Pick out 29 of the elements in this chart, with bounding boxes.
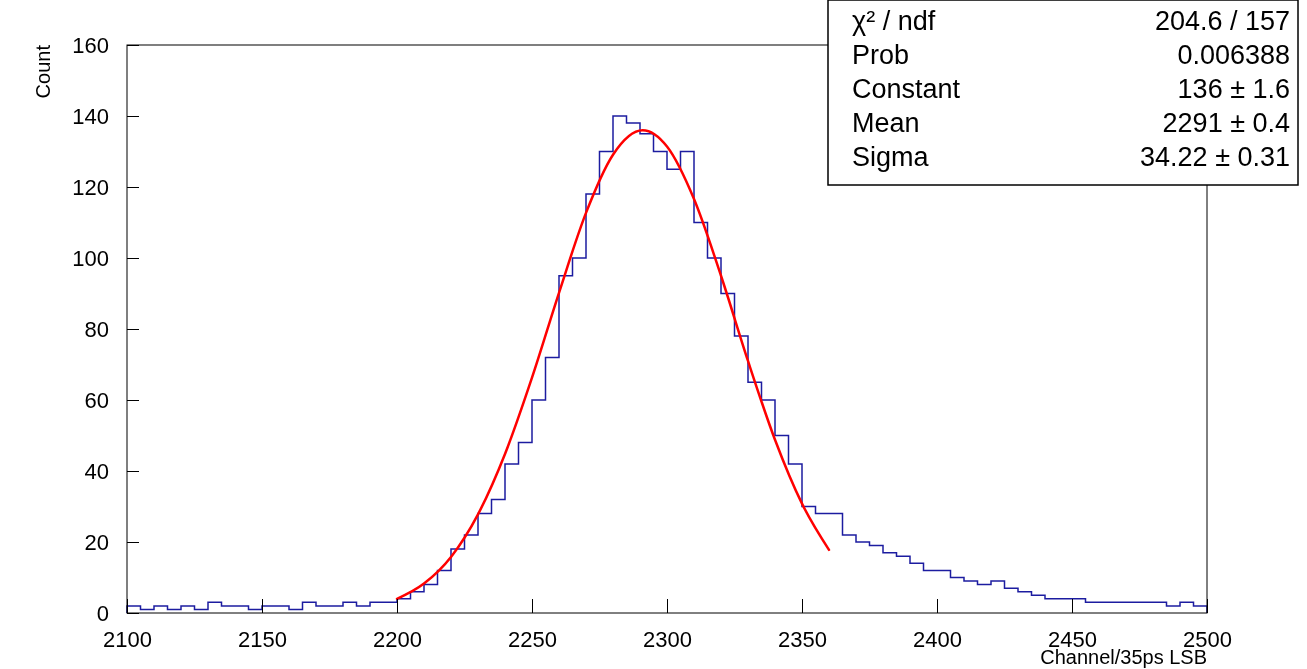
annotation: Prob [852, 40, 910, 70]
x-tick-label: 2350 [778, 626, 827, 652]
y-tick-label: 60 [84, 387, 109, 413]
annotation: 0.006388 [1177, 40, 1290, 70]
y-tick-label: 0 [96, 600, 109, 626]
annotation: Sigma [852, 142, 930, 172]
annotation: Mean [852, 108, 920, 138]
annotation: 34.22 ± 0.31 [1140, 142, 1290, 172]
x-tick-label: 2100 [103, 626, 152, 652]
x-tick-label: 2300 [643, 626, 692, 652]
x-tick-label: 2200 [373, 626, 422, 652]
y-tick-label: 40 [84, 458, 109, 484]
annotation: Constant [852, 74, 961, 104]
y-axis-title: Count [32, 44, 54, 99]
annotation: 2291 ± 0.4 [1162, 108, 1290, 138]
x-axis-title: Channel/35ps LSB [1040, 646, 1207, 668]
text: 204.6 / 157 [1154, 6, 1290, 36]
text: χ² / ndf [852, 6, 936, 36]
y-tick-label: 160 [72, 32, 109, 58]
x-tick-label: 2400 [913, 626, 962, 652]
y-tick-label: 100 [72, 245, 109, 271]
line-series [395, 128, 831, 601]
x-tick-label: 2250 [508, 626, 557, 652]
y-tick-label: 80 [84, 316, 109, 342]
y-tick-label: 20 [84, 529, 109, 555]
annotation: 136 ± 1.6 [1177, 74, 1290, 104]
x-tick-label: 2150 [238, 626, 287, 652]
y-tick-label: 140 [72, 103, 109, 129]
y-tick-label: 120 [72, 174, 109, 200]
